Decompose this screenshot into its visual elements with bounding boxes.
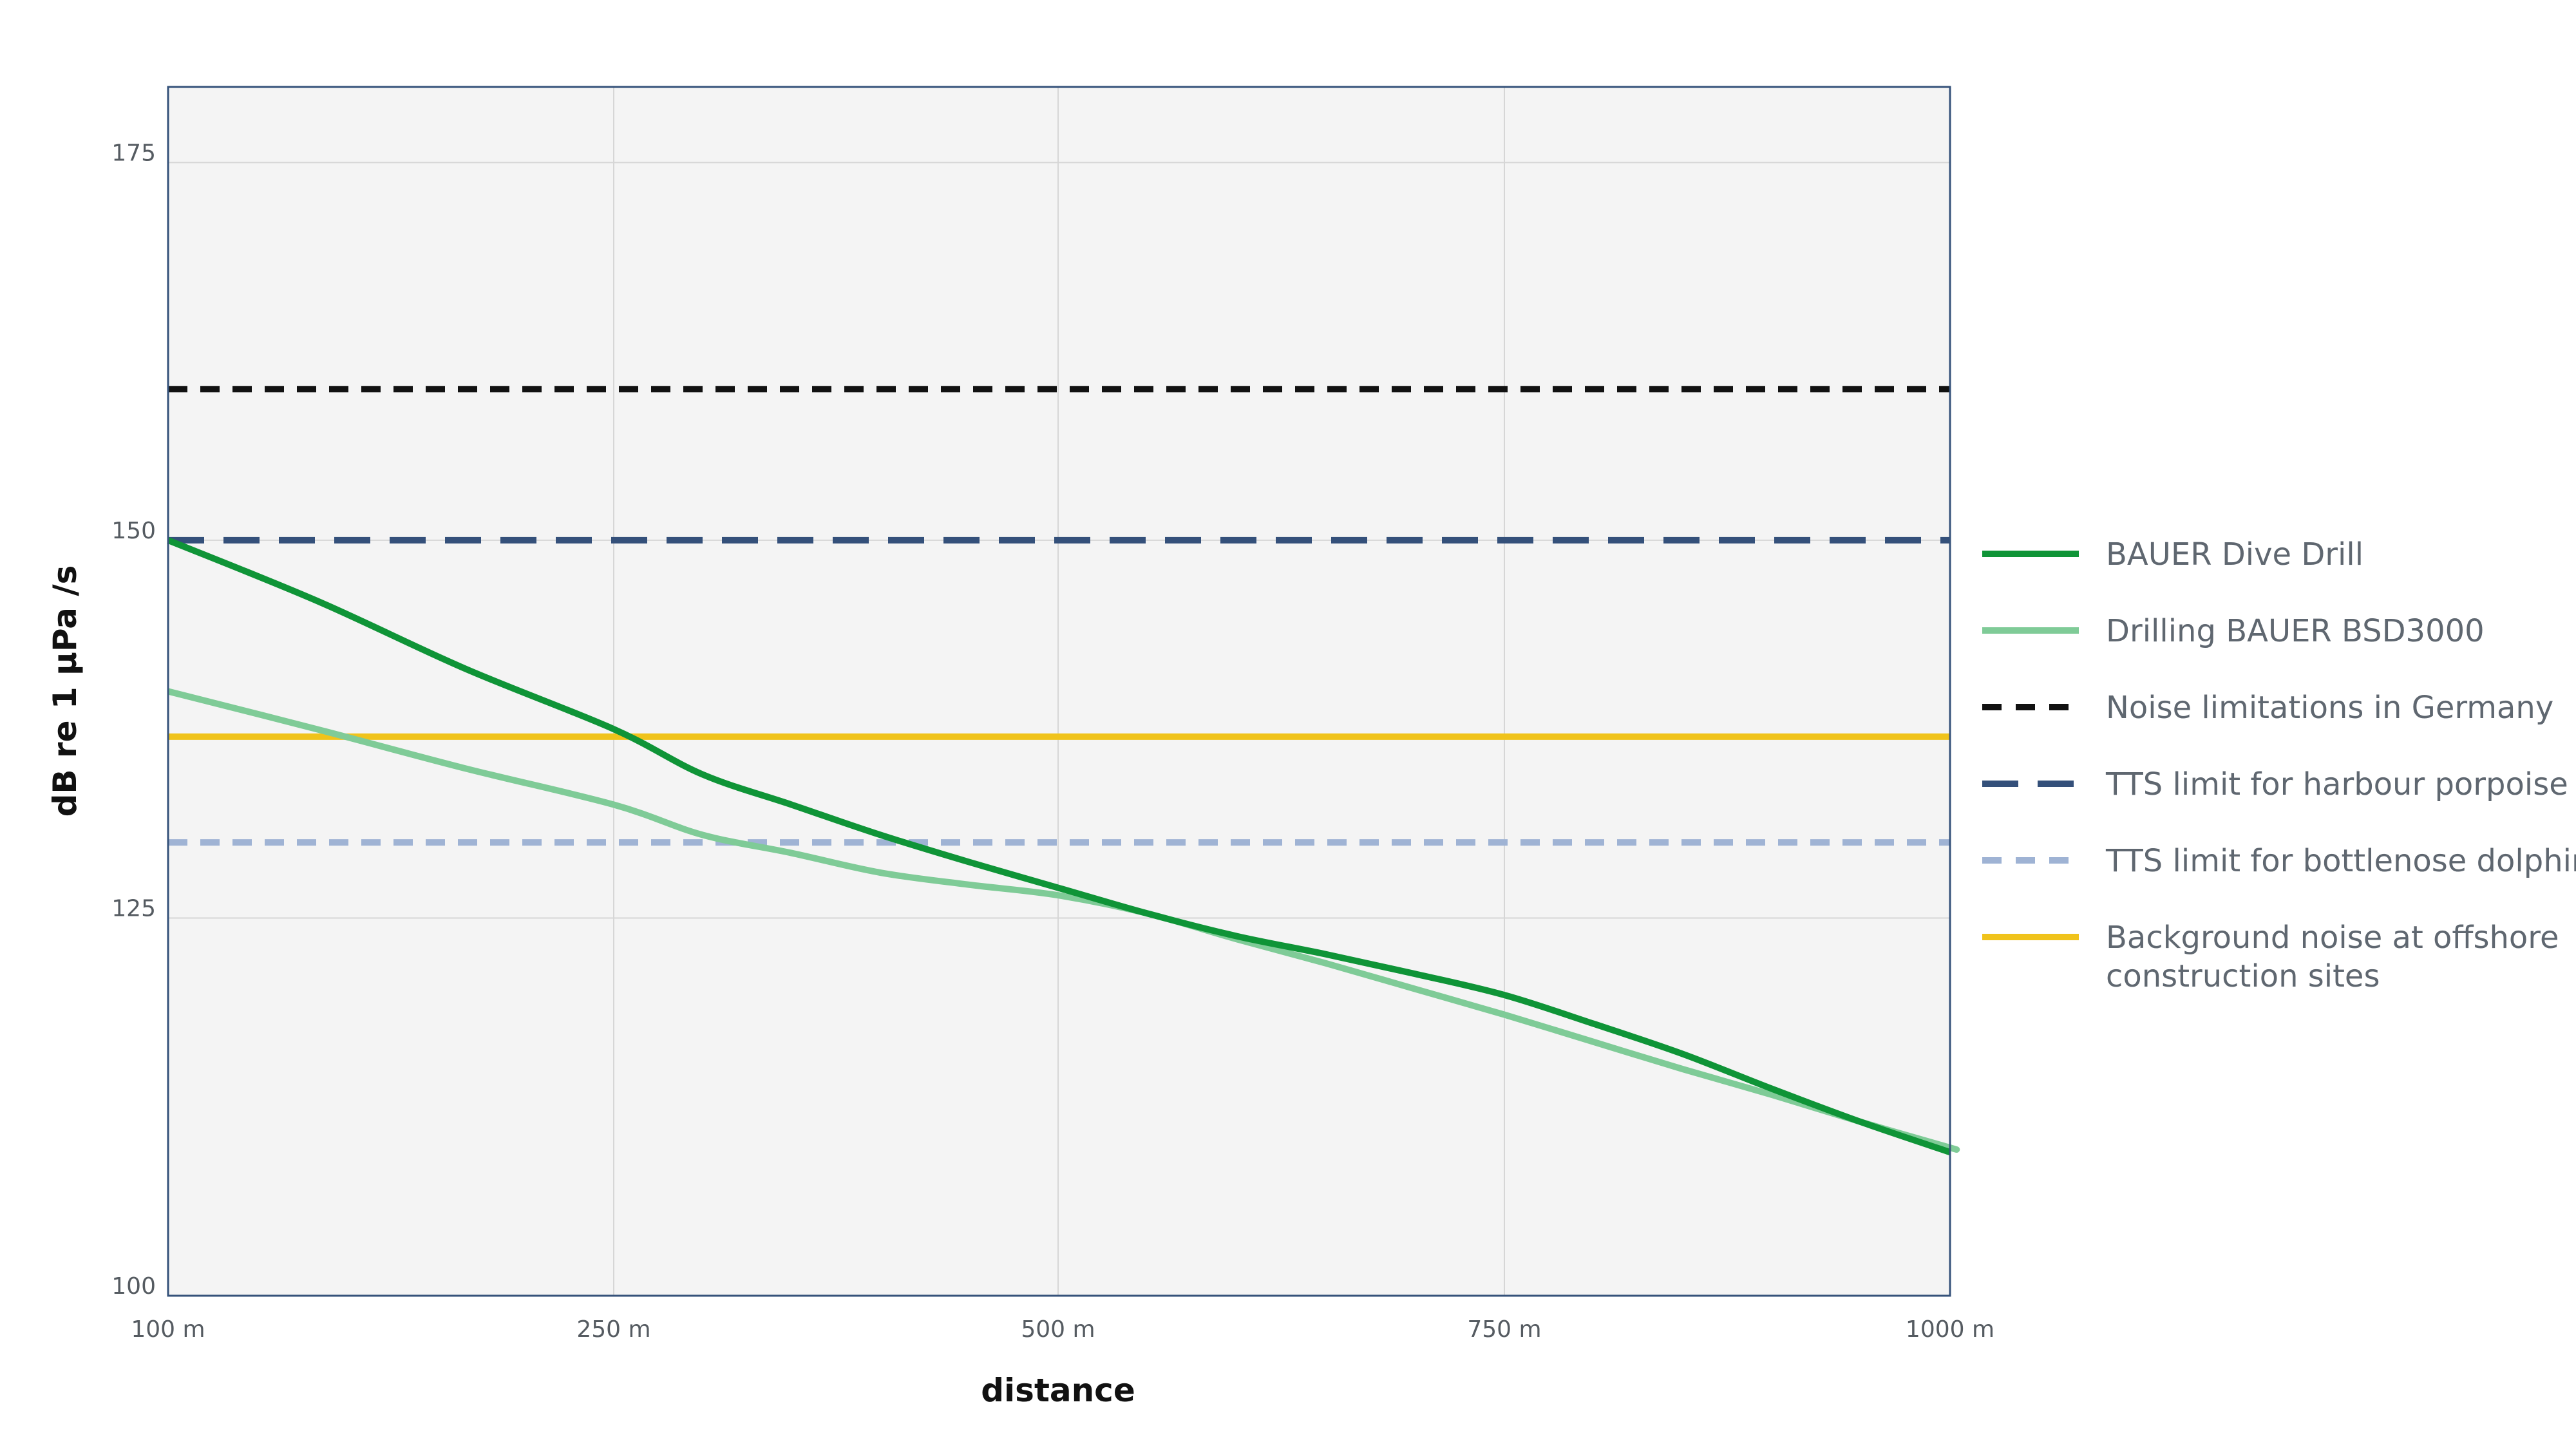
y-tick-label: 125 (111, 895, 156, 922)
series-line-0 (167, 537, 1951, 1155)
x-tick-label: 1000 m (1906, 1316, 1994, 1343)
x-tick-label: 500 m (1021, 1316, 1095, 1343)
x-axis-title: distance (981, 1372, 1135, 1409)
y-tick-label: 100 (111, 1273, 156, 1300)
legend-label-1: Drilling BAUER BSD3000 (2106, 613, 2485, 649)
legend-label-5: construction sites (2106, 958, 2380, 994)
plot-area (168, 87, 1950, 1296)
legend-label-5: Background noise at offshore (2106, 920, 2559, 956)
plot-frame (167, 86, 1951, 1297)
y-tick-label: 150 (111, 518, 156, 544)
x-tick-label: 250 m (576, 1316, 650, 1343)
legend: BAUER Dive Drill Drilling BAUER BSD3000 No… (1982, 536, 2576, 994)
tick-labels: 100 m 250 m 500 m 750 m 1000 m 100 125 150 175 (111, 140, 1994, 1343)
y-tick-label: 175 (111, 140, 156, 166)
legend-label-3: TTS limit for harbour porpoise (2105, 766, 2568, 802)
y-axis-title: dB re 1 µPa /s (46, 565, 84, 817)
legend-label-2: Noise limitations in Germany (2106, 690, 2553, 726)
series-group (167, 386, 1960, 1155)
legend-label-4: TTS limit for bottlenose dolphine (2105, 843, 2576, 879)
x-tick-label: 750 m (1467, 1316, 1541, 1343)
x-tick-label: 100 m (131, 1316, 205, 1343)
legend-label-0: BAUER Dive Drill (2106, 536, 2363, 573)
